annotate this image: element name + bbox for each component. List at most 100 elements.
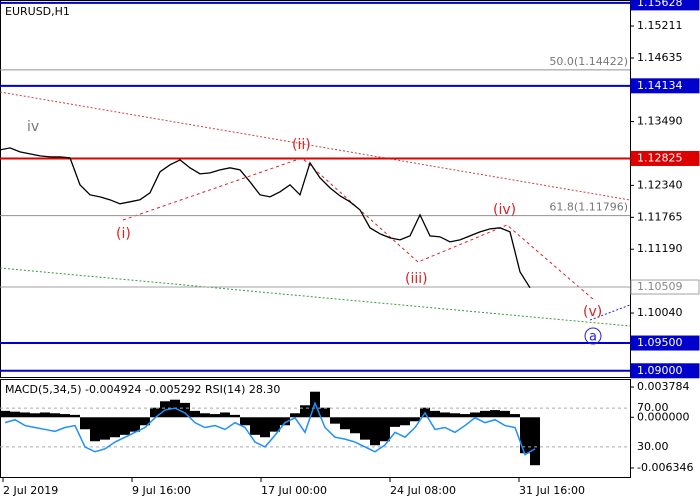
fib-label: 50.0(1.14422) <box>549 55 628 68</box>
macd-bar <box>20 412 30 418</box>
level-label: 1.09500 <box>637 336 683 349</box>
macd-bar <box>340 417 350 430</box>
macd-bar <box>470 412 480 418</box>
level-box <box>630 0 700 11</box>
chart-title: EURUSD,H1 <box>5 5 70 18</box>
macd-bar <box>180 402 190 418</box>
wave-label: iv <box>27 119 39 135</box>
macd-bar <box>120 417 130 435</box>
macd-bar <box>230 414 240 418</box>
y-tick-label: 1.12340 <box>637 178 683 191</box>
level-label: 1.15628 <box>637 0 683 9</box>
macd-bar <box>80 417 90 430</box>
macd-bar <box>510 414 520 418</box>
y2-tick-label: 70.00 <box>637 401 669 414</box>
y-tick-label: -0.006346 <box>637 461 693 474</box>
annotations: iv (i) (ii) (iii) (iv) (v) a <box>27 119 602 345</box>
wave-label: a <box>589 330 597 345</box>
macd-bar <box>390 417 400 427</box>
macd-bar <box>350 417 360 434</box>
wave-label: (iii) <box>405 271 428 287</box>
macd-bar <box>50 413 60 418</box>
macd-bar <box>410 417 420 422</box>
channel-line <box>0 91 631 201</box>
level-box <box>630 363 700 379</box>
macd-bar <box>430 410 440 418</box>
macd-bar <box>130 417 140 432</box>
y-tick-label: 0.000000 <box>637 410 690 423</box>
wave-label: (iv) <box>493 202 516 218</box>
macd-bar <box>260 417 270 438</box>
macd-bar <box>100 417 110 440</box>
y-tick-label: 1.15211 <box>637 19 683 32</box>
macd-bar <box>250 417 260 435</box>
macd-bar <box>300 405 310 418</box>
wave-path <box>122 157 595 301</box>
y-tick-label: 1.14635 <box>637 51 683 64</box>
x-tick-label: 17 Jul 00:00 <box>261 484 327 497</box>
macd-bar <box>380 417 390 442</box>
macd-bar <box>240 417 250 426</box>
macd-bar <box>90 417 100 442</box>
macd-bar <box>270 417 280 432</box>
level-box <box>630 335 700 351</box>
macd-bar <box>10 411 20 418</box>
macd-bar <box>0 410 10 418</box>
macd-bar <box>360 417 370 440</box>
level-box <box>630 150 700 166</box>
rsi-line <box>4 401 536 456</box>
level-label: 1.14134 <box>637 79 683 92</box>
macd-bar <box>280 417 290 426</box>
macd-bar <box>520 417 530 454</box>
level-label: 1.09000 <box>637 364 683 377</box>
wave-label: (i) <box>116 226 131 242</box>
macd-bar <box>490 410 500 418</box>
y-tick-label: 1.10040 <box>637 306 683 319</box>
macd-bar <box>220 412 230 418</box>
macd-bar <box>460 414 470 418</box>
macd-bar <box>450 413 460 418</box>
wave-circle <box>584 327 602 345</box>
macd-bar <box>290 413 300 418</box>
channel-line <box>0 267 631 327</box>
macd-bar <box>70 414 80 418</box>
level-label: 1.12825 <box>637 151 683 164</box>
y-tick-label: 0.003784 <box>637 380 690 393</box>
level-box <box>630 279 700 295</box>
macd-bar <box>530 417 540 466</box>
fib-label: 61.8(1.11796) <box>549 201 628 214</box>
indicator-panel <box>0 379 631 478</box>
y-tick-label: 1.11765 <box>637 210 683 223</box>
macd-bar <box>400 417 410 426</box>
x-tick-label: 24 Jul 08:00 <box>390 484 456 497</box>
macd-bar <box>320 407 330 418</box>
level-label: 1.10509 <box>637 280 683 293</box>
macd-bar <box>60 414 70 418</box>
level-box <box>630 78 700 94</box>
macd-bar <box>140 417 150 426</box>
y-tick-label: 1.11190 <box>637 242 683 255</box>
y2-tick-label: 30.00 <box>637 440 669 453</box>
macd-bar <box>200 413 210 418</box>
x-tick-label: 31 Jul 16:00 <box>519 484 585 497</box>
macd-bar <box>440 412 450 418</box>
wave-path <box>589 304 631 321</box>
price-panel <box>0 0 631 378</box>
macd-bar <box>370 417 380 446</box>
price-line <box>0 147 531 289</box>
wave-label: (ii) <box>292 137 311 153</box>
macd-bar <box>330 417 340 424</box>
macd-bar <box>30 413 40 418</box>
macd-bar <box>110 417 120 438</box>
macd-bar <box>500 410 510 418</box>
x-tick-label: 9 Jul 16:00 <box>132 484 191 497</box>
macd-bar <box>190 410 200 418</box>
macd-bar <box>480 410 490 418</box>
indicator-title: MACD(5,34,5) -0.004924 -0.005292 RSI(14)… <box>5 383 280 396</box>
x-tick-label: 2 Jul 2019 <box>3 484 58 497</box>
macd-bar <box>210 414 220 418</box>
macd-bar <box>40 412 50 418</box>
macd-bar <box>150 407 160 418</box>
